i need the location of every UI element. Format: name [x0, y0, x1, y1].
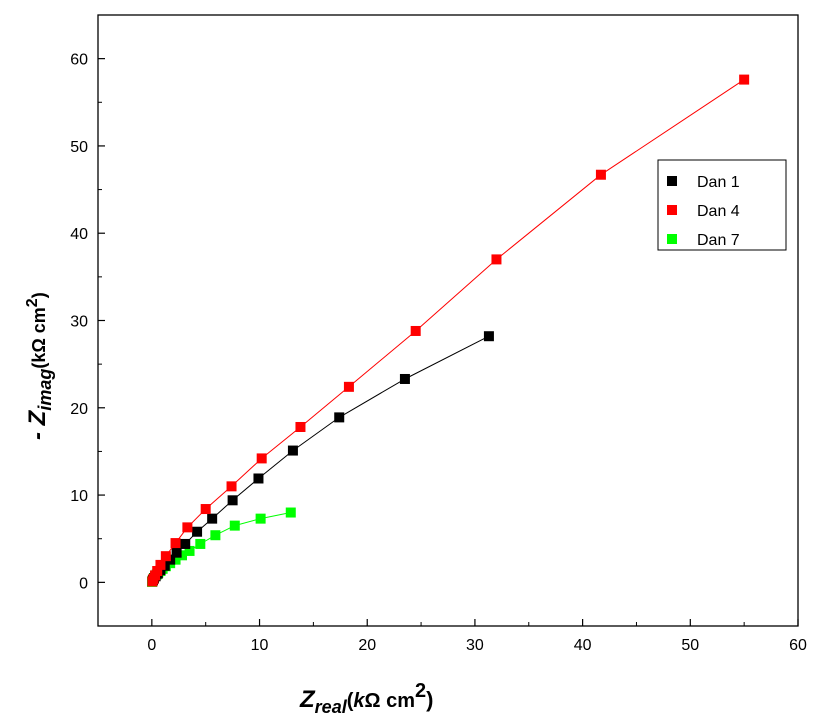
- data-point-dan-4: [343, 381, 354, 392]
- y-tick-label: 20: [70, 401, 88, 418]
- legend-marker-dan-4: [667, 205, 677, 215]
- y-axis-title-unit: (kΩ cm: [29, 307, 49, 368]
- data-point-dan-4: [182, 522, 193, 533]
- x-tick-label: 20: [358, 637, 376, 654]
- y-tick-label: 50: [70, 139, 88, 156]
- data-point-dan-1: [334, 412, 345, 423]
- data-point-dan-4: [410, 325, 421, 336]
- data-point-dan-4: [226, 481, 237, 492]
- x-tick-label: 30: [466, 637, 484, 654]
- data-point-dan-7: [184, 545, 195, 556]
- data-point-dan-7: [177, 550, 187, 561]
- y-axis-title-main: - Z: [24, 409, 51, 440]
- data-point-dan-1: [399, 373, 410, 384]
- data-point-dan-4: [739, 74, 750, 85]
- data-point-dan-4: [170, 538, 181, 549]
- x-tick-label: 50: [681, 637, 699, 654]
- x-axis-title-unit: Ω cm: [365, 690, 416, 712]
- x-axis-title-main: Z: [299, 686, 316, 713]
- data-point-dan-1: [192, 526, 203, 537]
- y-axis-title-sub: imag: [35, 369, 55, 411]
- y-axis-title-unit-post: ): [29, 292, 49, 298]
- data-point-dan-4: [155, 559, 166, 570]
- legend-label-dan-4: Dan 4: [697, 203, 740, 220]
- data-point-dan-4: [152, 566, 163, 577]
- x-axis-title-unit-post: ): [426, 687, 433, 712]
- y-tick-label: 30: [70, 314, 88, 331]
- x-tick-label: 0: [147, 637, 156, 654]
- series-line-dan-4: [151, 79, 745, 582]
- plot-frame: [97, 14, 799, 627]
- x-tick-label: 10: [251, 637, 269, 654]
- data-point-dan-4: [256, 453, 267, 464]
- x-tick-label: 60: [789, 637, 807, 654]
- data-point-dan-1: [180, 538, 191, 549]
- legend-marker-dan-1: [667, 176, 677, 186]
- series-dan-7: [147, 507, 296, 587]
- y-tick-label: 10: [70, 488, 88, 505]
- data-point-dan-4: [295, 421, 306, 432]
- tick-layer: 0 10 20 30 40 50 60 0 10 20 30 40 50 60: [70, 14, 807, 654]
- data-point-dan-1: [207, 513, 218, 524]
- legend-label-dan-1: Dan 1: [697, 174, 740, 191]
- data-point-dan-4: [200, 504, 211, 515]
- data-point-dan-1: [287, 445, 298, 456]
- y-axis-title-sup: 2: [24, 298, 41, 307]
- legend-label-dan-7: Dan 7: [697, 232, 740, 249]
- y-tick-label: 0: [79, 575, 88, 592]
- data-point-dan-4: [491, 254, 502, 265]
- data-point-dan-4: [160, 551, 171, 562]
- data-point-dan-1: [253, 473, 264, 484]
- legend-box: [657, 159, 787, 251]
- x-tick-label: 40: [574, 637, 592, 654]
- data-point-dan-1: [171, 547, 182, 558]
- legend-marker-dan-7: [667, 234, 677, 244]
- x-axis-title-sub: real: [315, 697, 348, 717]
- y-axis-title: - Zimag(kΩ cm2): [24, 292, 55, 440]
- y-tick-label: 40: [70, 226, 88, 243]
- x-axis-title: Zreal(kΩ cm2): [299, 680, 433, 717]
- data-point-dan-4: [595, 169, 606, 180]
- data-point-dan-7: [170, 554, 181, 565]
- data-point-dan-7: [285, 507, 296, 518]
- data-point-dan-7: [255, 513, 266, 524]
- series-dan-4: [147, 74, 750, 587]
- legend: Dan 1 Dan 4 Dan 7: [657, 159, 787, 251]
- x-axis-title-unit-italic: k: [353, 690, 365, 712]
- data-point-dan-7: [229, 520, 240, 531]
- series-layer: [147, 74, 750, 587]
- y-axis-title-group: - Zimag(kΩ cm2): [24, 292, 55, 440]
- x-axis-title-unit-pre: (: [347, 690, 354, 712]
- x-axis-title-sup: 2: [415, 680, 426, 702]
- data-point-dan-1: [227, 495, 238, 506]
- data-point-dan-1: [483, 331, 494, 342]
- data-point-dan-7: [210, 530, 221, 541]
- y-tick-label: 60: [70, 52, 88, 69]
- data-point-dan-7: [195, 538, 206, 549]
